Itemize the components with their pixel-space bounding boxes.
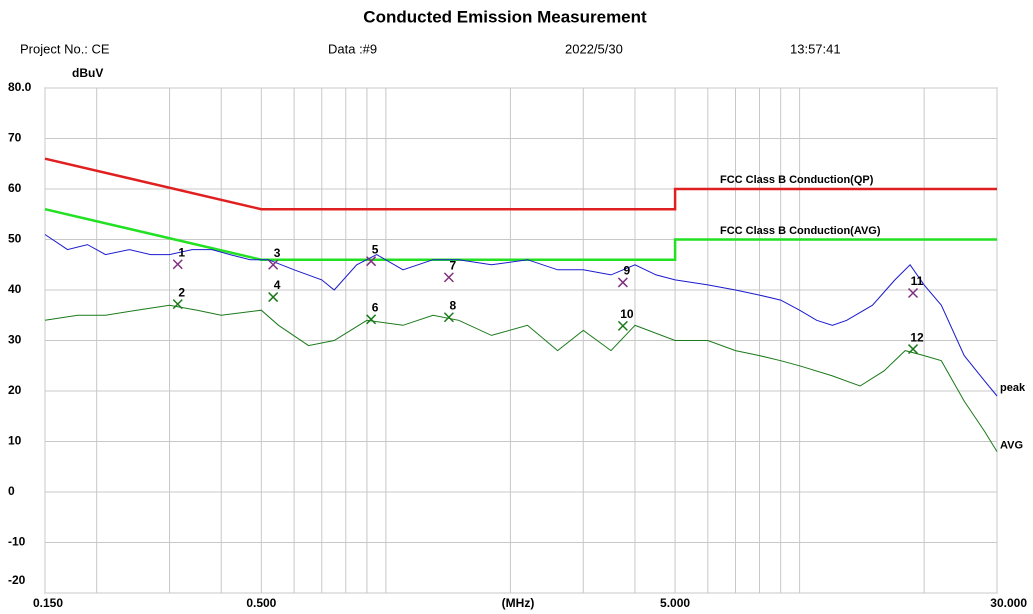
marker <box>443 272 454 283</box>
data-no: Data :#9 <box>328 41 377 56</box>
series-line <box>44 157 997 211</box>
marker <box>366 256 377 267</box>
y-tick-label: 40 <box>8 282 22 296</box>
marker-label: 4 <box>274 278 281 292</box>
x-tick-label: 30.000 <box>990 596 1027 610</box>
marker-label: 7 <box>450 259 457 273</box>
marker-label: 8 <box>450 298 457 312</box>
y-tick-label: 50 <box>8 232 22 246</box>
marker-label: 10 <box>620 307 634 321</box>
x-tick-label: 0.150 <box>33 596 63 610</box>
y-tick-label: 30 <box>8 333 22 347</box>
marker-label: 6 <box>372 300 379 314</box>
marker <box>172 259 183 270</box>
y-tick-label: 0 <box>8 484 15 498</box>
chart-title: Conducted Emission Measurement <box>363 7 647 26</box>
date: 2022/5/30 <box>565 41 623 56</box>
time: 13:57:41 <box>790 41 841 56</box>
marker-label: 9 <box>624 264 631 278</box>
x-axis-label: (MHz) <box>502 596 535 610</box>
marker <box>907 287 919 299</box>
project: Project No.: CE <box>20 41 110 56</box>
marker-label: 11 <box>911 274 924 288</box>
marker-label: 5 <box>372 242 379 256</box>
marker-label: 1 <box>178 245 185 259</box>
series-label: peak <box>1000 382 1026 394</box>
marker <box>907 344 919 355</box>
y-tick-label: -10 <box>8 535 26 549</box>
marker <box>443 312 454 323</box>
x-tick-label: 0.500 <box>246 596 276 610</box>
marker <box>366 314 377 325</box>
marker <box>172 299 183 310</box>
y-tick-label: 60 <box>8 181 22 195</box>
y-tick-label: 70 <box>8 131 22 145</box>
marker <box>617 320 628 331</box>
series-line <box>44 234 998 397</box>
marker-label: 12 <box>910 330 924 344</box>
y-tick-label: -20 <box>8 573 26 587</box>
y-tick-label: 80.0 <box>8 80 32 94</box>
marker-label: 3 <box>274 246 281 260</box>
marker <box>617 277 628 288</box>
y-tick-label: 10 <box>8 434 22 448</box>
y-tick-label: 20 <box>8 383 22 397</box>
marker <box>268 292 279 303</box>
series-label: FCC Class B Conduction(QP) <box>720 174 874 186</box>
series-label: AVG <box>1000 440 1023 452</box>
y-axis-label: dBuV <box>72 66 103 80</box>
series-line <box>44 207 997 261</box>
marker-label: 2 <box>178 285 185 299</box>
series-label: FCC Class B Conduction(AVG) <box>720 225 881 237</box>
x-tick-label: 5.000 <box>660 596 690 610</box>
series-line <box>44 304 998 452</box>
marker <box>268 259 279 270</box>
